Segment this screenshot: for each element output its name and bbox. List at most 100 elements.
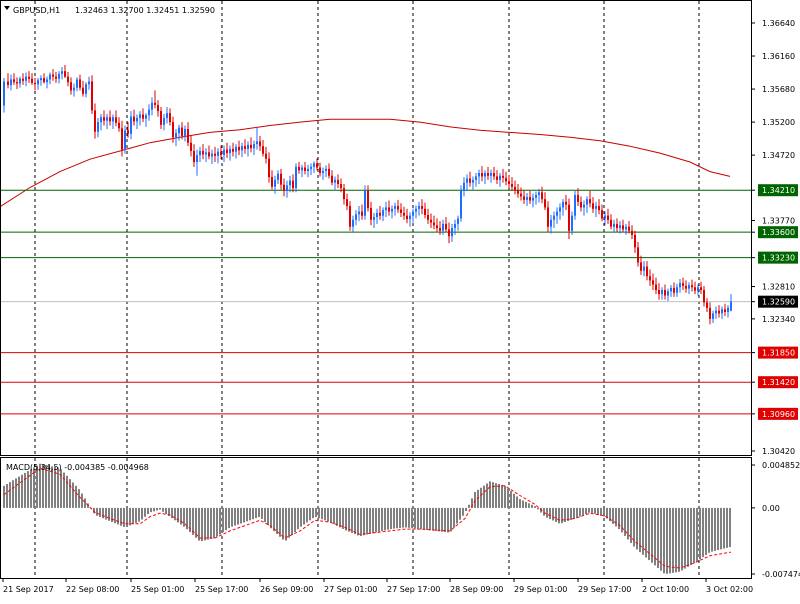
macd-histogram-bar <box>516 496 518 508</box>
price-tag <box>758 226 798 239</box>
time-axis: 21 Sep 2017 22 Sep 08:00 25 Sep 01:00 25 Se… <box>2 578 753 594</box>
macd-histogram-bar <box>471 498 473 508</box>
candle-body <box>475 176 477 180</box>
macd-histogram-bar <box>51 466 53 508</box>
symbol-label: GBPUSD,H1 <box>13 6 60 15</box>
macd-histogram-bar <box>414 507 416 529</box>
candle-body <box>13 79 15 83</box>
candle-body <box>187 128 189 143</box>
candle-body <box>574 195 576 216</box>
candle-body <box>199 150 201 156</box>
macd-histogram-bar <box>402 507 404 528</box>
candle-body <box>598 206 600 211</box>
candle-body <box>28 76 30 79</box>
macd-histogram-bar <box>246 507 248 522</box>
candle-body <box>184 128 186 136</box>
candle-body <box>541 192 543 200</box>
candle-body <box>631 230 633 235</box>
macd-histogram-bar <box>9 482 11 508</box>
macd-histogram-bar <box>621 507 623 533</box>
candle-body <box>205 152 207 155</box>
macd-histogram-bar <box>444 507 446 533</box>
macd-histogram-bar <box>729 507 731 548</box>
price-tick-label: 1.35680 <box>762 85 795 94</box>
candle-body <box>511 184 513 187</box>
candle-body <box>151 102 153 110</box>
candle-body <box>115 117 117 123</box>
candle-body <box>703 289 705 303</box>
macd-histogram-bar <box>696 507 698 562</box>
macd-histogram-bar <box>711 507 713 552</box>
price-tick-label: 1.33770 <box>762 216 795 225</box>
macd-histogram-bar <box>369 507 371 534</box>
macd-histogram-bar <box>306 507 308 523</box>
candle-body <box>229 148 231 154</box>
macd-histogram-bar <box>147 507 149 515</box>
candle-body <box>211 153 213 157</box>
candle-body <box>328 168 330 176</box>
candle-body <box>256 141 258 145</box>
candle-body <box>472 179 474 183</box>
candle-body <box>292 180 294 189</box>
macd-histogram-bar <box>63 472 65 508</box>
chart-menu-icon[interactable] <box>4 6 10 10</box>
candle-body <box>709 307 711 319</box>
candle-body <box>361 211 363 216</box>
candle-body <box>46 79 48 83</box>
macd-histogram-bar <box>717 507 719 551</box>
candle-body <box>82 87 84 94</box>
candle-body <box>331 175 333 183</box>
candle-body <box>370 208 372 220</box>
macd-histogram-bar <box>48 465 50 508</box>
candle-body <box>220 151 222 156</box>
macd-histogram-bar <box>690 507 692 566</box>
candle-body <box>295 166 297 189</box>
candle-body <box>235 146 237 152</box>
macd-histogram-bar <box>102 507 104 519</box>
macd-histogram-bar <box>30 469 32 508</box>
candle-body <box>148 109 150 116</box>
time-tick-label: 29 Sep 01:00 <box>514 585 567 594</box>
macd-histogram-bar <box>360 507 362 536</box>
macd-histogram-bar <box>180 507 182 525</box>
macd-histogram-bar <box>195 507 197 538</box>
candle-body <box>559 207 561 212</box>
candle-body <box>697 287 699 291</box>
macd-histogram-bar <box>342 507 344 529</box>
candle-body <box>424 208 426 215</box>
candle-body <box>349 206 351 227</box>
macd-histogram-bar <box>510 491 512 508</box>
macd-histogram-bar <box>465 507 467 512</box>
macd-histogram-bar <box>270 507 272 529</box>
candle-body <box>181 127 183 136</box>
candle-body <box>544 199 546 208</box>
macd-histogram-bar <box>318 507 320 519</box>
candle-body <box>73 87 75 91</box>
candle-body <box>451 228 453 237</box>
candle-body <box>688 285 690 289</box>
candle-body <box>700 287 702 290</box>
macd-histogram-bar <box>567 507 569 521</box>
candle-body <box>586 199 588 205</box>
macd-histogram-bar <box>699 507 701 560</box>
candle-body <box>208 152 210 157</box>
macd-histogram-bar <box>234 507 236 526</box>
macd-histogram-bar <box>456 507 458 524</box>
time-tick-label: 22 Sep 08:00 <box>66 585 119 594</box>
candle-body <box>217 151 219 156</box>
macd-histogram-bar <box>99 507 101 518</box>
candle-body <box>715 310 717 314</box>
candle-body <box>223 149 225 156</box>
macd-histogram-bar <box>657 507 659 569</box>
candle-body <box>307 168 309 171</box>
macd-histogram-bar <box>252 507 254 520</box>
macd-histogram-bar <box>624 507 626 536</box>
macd-histogram-bar <box>582 507 584 516</box>
macd-histogram-bar <box>321 507 323 520</box>
candle-body <box>340 184 342 189</box>
candle-body <box>409 215 411 220</box>
price-tag-label: 1.33600 <box>762 228 795 237</box>
candle-body <box>130 116 132 134</box>
macd-histogram-bar <box>24 472 26 508</box>
